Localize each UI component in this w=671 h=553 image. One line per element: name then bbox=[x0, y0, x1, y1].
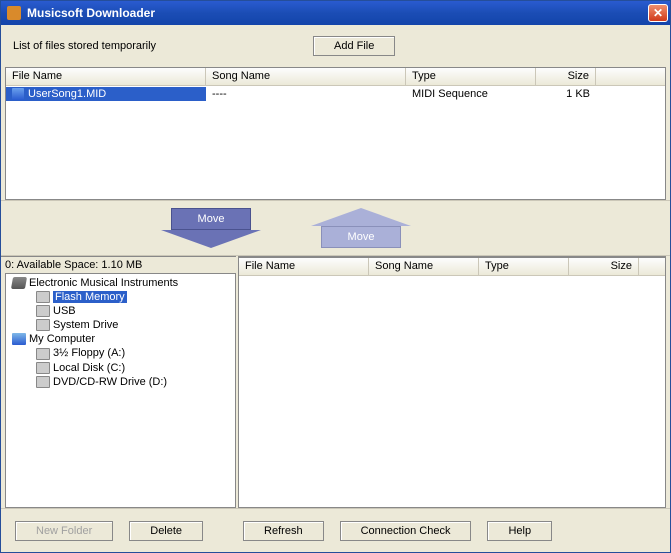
device-icon bbox=[11, 277, 27, 289]
cell-file-name: UserSong1.MID bbox=[6, 87, 206, 101]
col-song-name[interactable]: Song Name bbox=[206, 68, 406, 85]
cell-size: 1 KB bbox=[536, 87, 596, 101]
upper-table-body: UserSong1.MID----MIDI Sequence1 KB bbox=[6, 86, 665, 102]
move-down-label: Move bbox=[198, 213, 225, 225]
lower-right-panel: File Name Song Name Type Size bbox=[238, 256, 666, 508]
tree-node-label: Local Disk (C:) bbox=[53, 362, 125, 374]
new-folder-button[interactable]: New Folder bbox=[15, 521, 113, 541]
tree-node[interactable]: My Computer bbox=[8, 332, 233, 346]
tree-node[interactable]: System Drive bbox=[8, 318, 233, 332]
drive-icon bbox=[36, 319, 50, 331]
tree-node-label: 3½ Floppy (A:) bbox=[53, 347, 125, 359]
add-file-button[interactable]: Add File bbox=[313, 36, 395, 56]
tree-node[interactable]: Electronic Musical Instruments bbox=[8, 276, 233, 290]
titlebar[interactable]: Musicsoft Downloader ✕ bbox=[1, 1, 670, 25]
upper-table-header: File Name Song Name Type Size bbox=[6, 68, 665, 86]
tree-node-label: Flash Memory bbox=[53, 291, 127, 303]
upper-panel: List of files stored temporarily Add Fil… bbox=[1, 25, 670, 200]
device-tree[interactable]: Electronic Musical Instruments Flash Memo… bbox=[5, 273, 236, 508]
lower-table-header: File Name Song Name Type Size bbox=[239, 258, 665, 276]
drive-icon bbox=[36, 291, 50, 303]
tree-node-label: Electronic Musical Instruments bbox=[29, 277, 178, 289]
col-spacer bbox=[639, 258, 665, 275]
bottom-toolbar: New Folder Delete Refresh Connection Che… bbox=[1, 508, 670, 552]
close-icon: ✕ bbox=[653, 6, 663, 20]
drive-icon bbox=[36, 305, 50, 317]
arrow-up-icon bbox=[311, 208, 411, 226]
tree-node-label: USB bbox=[53, 305, 76, 317]
delete-button[interactable]: Delete bbox=[129, 521, 203, 541]
col-type[interactable]: Type bbox=[479, 258, 569, 275]
tree-node[interactable]: Local Disk (C:) bbox=[8, 361, 233, 375]
temp-list-label: List of files stored temporarily bbox=[13, 40, 313, 52]
tree-node[interactable]: USB bbox=[8, 304, 233, 318]
col-size[interactable]: Size bbox=[536, 68, 596, 85]
upper-table: File Name Song Name Type Size UserSong1.… bbox=[5, 67, 666, 200]
computer-icon bbox=[12, 333, 26, 345]
lower-panel: 0: Available Space: 1.10 MB Electronic M… bbox=[1, 256, 670, 508]
window: Musicsoft Downloader ✕ List of files sto… bbox=[0, 0, 671, 553]
refresh-button[interactable]: Refresh bbox=[243, 521, 324, 541]
tree-node[interactable]: 3½ Floppy (A:) bbox=[8, 346, 233, 360]
app-icon bbox=[7, 6, 21, 20]
tree-node-label: DVD/CD-RW Drive (D:) bbox=[53, 376, 167, 388]
drive-icon bbox=[36, 348, 50, 360]
table-row[interactable]: UserSong1.MID----MIDI Sequence1 KB bbox=[6, 86, 665, 102]
close-button[interactable]: ✕ bbox=[648, 4, 668, 22]
col-spacer bbox=[596, 68, 665, 85]
connection-check-button[interactable]: Connection Check bbox=[340, 521, 472, 541]
cell-type: MIDI Sequence bbox=[406, 87, 536, 101]
tree-node[interactable]: DVD/CD-RW Drive (D:) bbox=[8, 375, 233, 389]
tree-node-label: System Drive bbox=[53, 319, 118, 331]
col-file-name[interactable]: File Name bbox=[239, 258, 369, 275]
move-up-button[interactable]: Move bbox=[301, 208, 421, 248]
drive-icon bbox=[36, 362, 50, 374]
move-arrows-row: Move Move bbox=[1, 200, 670, 256]
col-type[interactable]: Type bbox=[406, 68, 536, 85]
window-title: Musicsoft Downloader bbox=[27, 6, 648, 20]
drive-icon bbox=[36, 376, 50, 388]
move-up-label: Move bbox=[348, 231, 375, 243]
available-space-label: 0: Available Space: 1.10 MB bbox=[1, 257, 236, 273]
help-button[interactable]: Help bbox=[487, 521, 552, 541]
midi-file-icon bbox=[12, 88, 24, 100]
arrow-down-icon bbox=[161, 230, 261, 248]
tree-node[interactable]: Flash Memory bbox=[8, 290, 233, 304]
lower-left-panel: 0: Available Space: 1.10 MB Electronic M… bbox=[1, 256, 236, 508]
cell-song-name: ---- bbox=[206, 87, 406, 101]
lower-table: File Name Song Name Type Size bbox=[238, 257, 666, 508]
move-down-button[interactable]: Move bbox=[151, 208, 271, 248]
col-file-name[interactable]: File Name bbox=[6, 68, 206, 85]
col-song-name[interactable]: Song Name bbox=[369, 258, 479, 275]
tree-node-label: My Computer bbox=[29, 333, 95, 345]
upper-toolbar: List of files stored temporarily Add Fil… bbox=[1, 25, 670, 67]
col-size[interactable]: Size bbox=[569, 258, 639, 275]
